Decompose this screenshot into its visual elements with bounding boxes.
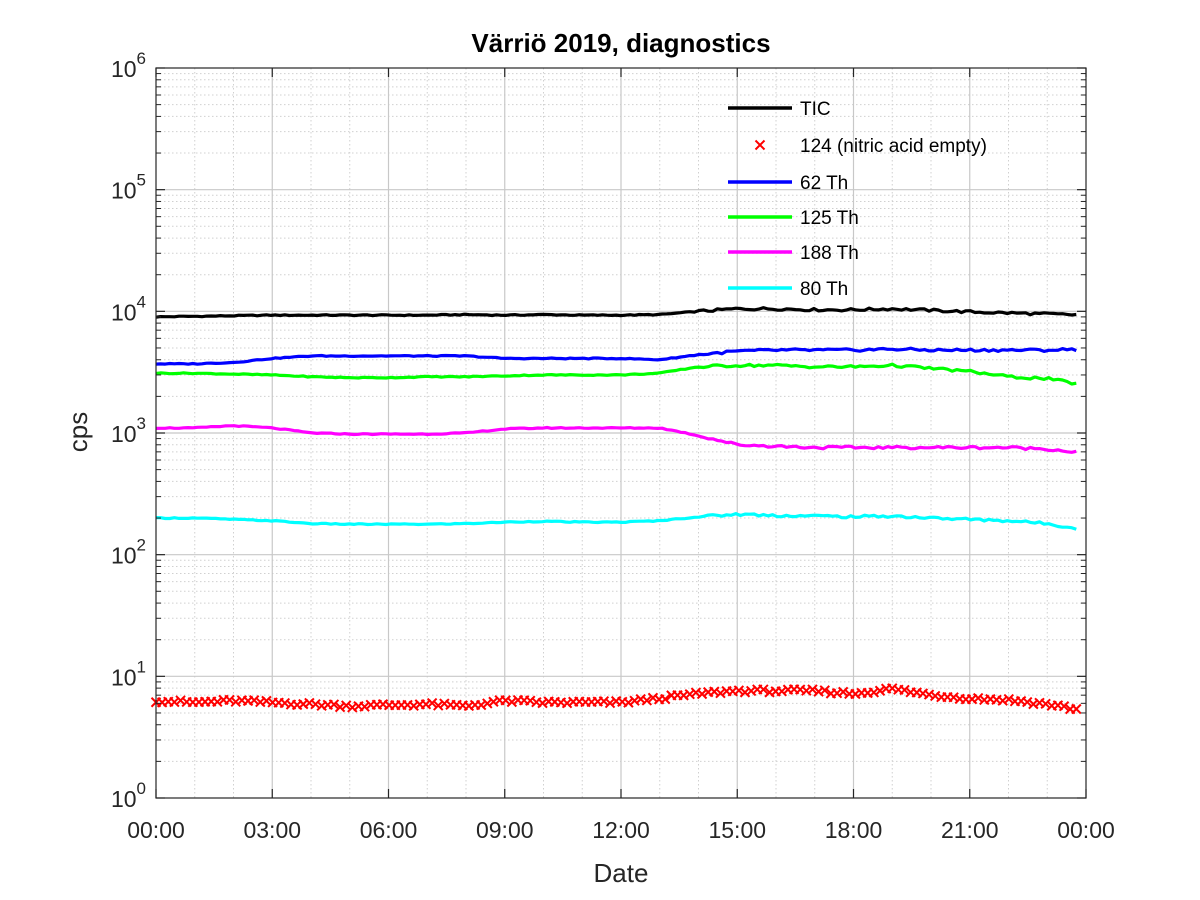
legend-label: 80 Th	[800, 279, 848, 300]
series-124-nitric-acid-empty	[150, 683, 1082, 715]
data-point	[623, 697, 634, 708]
data-point	[1022, 696, 1033, 708]
data-point	[1058, 700, 1070, 712]
x-tick-label: 00:00	[1057, 817, 1115, 843]
legend: TIC 124 (nitric acid empty) 62 Th 125 Th 188…	[728, 99, 987, 300]
data-point	[433, 700, 444, 711]
data-point	[807, 684, 818, 695]
data-point	[868, 687, 880, 698]
x-tick-label: 18:00	[825, 817, 883, 843]
data-point	[212, 696, 223, 708]
data-point	[248, 695, 260, 706]
data-point	[899, 684, 910, 696]
data-point	[696, 688, 708, 700]
legend-label: 62 Th	[800, 173, 848, 194]
data-point	[1040, 698, 1051, 710]
y-tick-label: 106	[111, 49, 146, 82]
data-point	[733, 685, 745, 696]
data-point	[715, 688, 726, 699]
y-tick-labels: 100 101 102 103 104 105 106	[111, 49, 146, 812]
data-point	[758, 684, 769, 695]
data-point	[1071, 703, 1082, 715]
series-layer	[150, 306, 1082, 715]
legend-label: 188 Th	[800, 243, 859, 264]
data-point	[641, 695, 653, 706]
x-tick-label: 21:00	[941, 817, 999, 843]
y-tick-label: 100	[111, 779, 146, 812]
data-point	[261, 695, 272, 707]
legend-label: 125 Th	[800, 208, 859, 229]
data-point	[819, 685, 830, 696]
series-line	[155, 511, 1077, 531]
data-point	[948, 692, 959, 703]
data-point	[340, 700, 352, 711]
data-point	[874, 685, 886, 696]
legend-label: 124 (nitric acid empty)	[800, 136, 987, 157]
series-line	[155, 346, 1077, 366]
data-point	[169, 696, 180, 708]
data-point	[997, 695, 1008, 706]
y-tick-label: 103	[111, 414, 146, 447]
data-point	[598, 695, 610, 707]
y-tick-label: 102	[111, 536, 146, 569]
data-point	[426, 697, 438, 709]
data-point	[310, 698, 321, 710]
data-point	[1003, 693, 1015, 705]
series-188-th	[155, 424, 1077, 454]
data-point	[972, 692, 984, 704]
x-tick-label: 09:00	[476, 817, 534, 843]
data-point	[224, 694, 235, 706]
data-point	[328, 699, 340, 710]
x-tick-label: 03:00	[243, 817, 301, 843]
data-point	[776, 686, 788, 697]
series-line	[155, 306, 1077, 319]
x-tick-label: 00:00	[127, 817, 185, 843]
series-80-th	[155, 511, 1077, 531]
series-125-th	[155, 362, 1077, 386]
y-axis-label: cps	[63, 412, 93, 452]
chart-title: Värriö 2019, diagnostics	[471, 28, 770, 58]
y-tick-label: 104	[111, 292, 146, 325]
x-tick-label: 12:00	[592, 817, 650, 843]
y-tick-label: 105	[111, 171, 146, 204]
series-line	[155, 424, 1077, 454]
data-point	[506, 696, 518, 708]
data-point	[537, 697, 548, 709]
data-point	[475, 699, 487, 711]
data-point	[660, 693, 671, 705]
y-tick-label: 101	[111, 657, 146, 690]
x-tick-labels: 00:00 03:00 06:00 09:00 12:00 15:00 18:00 21:00…	[127, 817, 1115, 843]
legend-marker	[754, 139, 766, 151]
data-point	[684, 688, 695, 700]
data-point	[488, 696, 499, 707]
data-point	[709, 686, 720, 697]
data-point	[334, 701, 346, 713]
data-point	[604, 697, 616, 709]
data-point	[482, 698, 493, 709]
data-point	[279, 697, 291, 709]
series-62-th	[155, 346, 1077, 366]
x-tick-label: 15:00	[708, 817, 766, 843]
data-point	[500, 695, 511, 706]
legend-label: TIC	[800, 99, 831, 120]
series-line	[155, 362, 1077, 386]
ticks	[155, 67, 1087, 799]
x-axis-label: Date	[594, 858, 649, 888]
x-tick-label: 06:00	[360, 817, 418, 843]
data-point	[359, 701, 370, 712]
data-point	[837, 686, 849, 698]
series-tic	[155, 306, 1077, 319]
